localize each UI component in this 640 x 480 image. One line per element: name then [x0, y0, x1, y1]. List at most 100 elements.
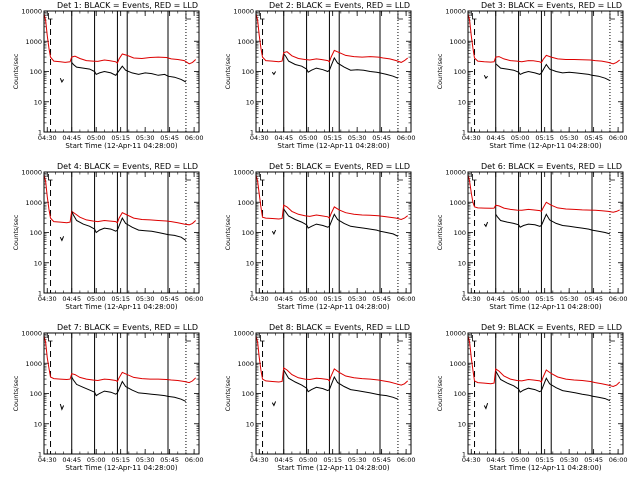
x-tick-label: 04:30 — [38, 134, 57, 142]
plot-frame — [43, 332, 200, 455]
range-bracket-right — [609, 335, 615, 342]
y-tick-label: 10000 — [233, 169, 254, 177]
series-events-early — [59, 236, 65, 242]
x-tick-label: 05:00 — [511, 456, 530, 464]
plot-frame — [43, 10, 200, 133]
plot-frame — [467, 332, 624, 455]
x-tick-label: 05:30 — [136, 134, 155, 142]
panel-title: Det 9: BLACK = Events, RED = LLD — [481, 323, 622, 332]
panel-title: Det 1: BLACK = Events, RED = LLD — [57, 1, 198, 10]
x-axis-label: Start Time (12-Apr-11 04:28:00) — [489, 303, 601, 311]
x-axis-label: Start Time (12-Apr-11 04:28:00) — [65, 464, 177, 472]
x-tick-label: 05:45 — [372, 295, 391, 303]
x-tick-label: 05:15 — [111, 456, 130, 464]
y-tick-label: 1000 — [449, 360, 466, 368]
y-tick-label: 1000 — [237, 360, 254, 368]
x-tick-label: 05:15 — [535, 456, 554, 464]
x-tick-label: 05:15 — [535, 134, 554, 142]
y-tick-label: 100 — [242, 229, 254, 237]
x-tick-label: 06:00 — [609, 456, 628, 464]
x-tick-label: 04:30 — [462, 295, 481, 303]
panel-5: Det 5: BLACK = Events, RED = LLD 1 10 100 10… — [224, 162, 415, 311]
y-axis-label: Counts/sec — [224, 375, 232, 411]
x-axis-label: Start Time (12-Apr-11 04:28:00) — [65, 142, 177, 150]
y-tick-label: 1000 — [449, 38, 466, 46]
y-tick-label: 10 — [34, 98, 42, 106]
y-tick-label: 1000 — [237, 38, 254, 46]
x-tick-label: 05:15 — [323, 456, 342, 464]
y-axis-label: Counts/sec — [224, 214, 232, 250]
x-tick-label: 04:45 — [486, 456, 505, 464]
x-axis-label: Start Time (12-Apr-11 04:28:00) — [277, 142, 389, 150]
y-axis-label: Counts/sec — [436, 53, 444, 89]
y-tick-label: 100 — [454, 229, 466, 237]
series-events-early — [483, 221, 489, 228]
y-tick-label: 100 — [454, 68, 466, 76]
x-tick-label: 05:00 — [299, 134, 318, 142]
x-tick-label: 05:00 — [299, 456, 318, 464]
y-tick-label: 10 — [246, 420, 254, 428]
plot-frame — [467, 171, 624, 294]
y-tick-label: 10000 — [21, 330, 42, 338]
y-tick-label: 10000 — [233, 8, 254, 16]
panel-title: Det 8: BLACK = Events, RED = LLD — [269, 323, 410, 332]
series-events-early — [271, 229, 277, 235]
x-tick-label: 05:15 — [535, 295, 554, 303]
x-tick-label: 05:30 — [560, 134, 579, 142]
x-tick-label: 05:30 — [560, 295, 579, 303]
series-events — [71, 211, 187, 241]
x-tick-label: 04:45 — [62, 134, 81, 142]
panel-4: Det 4: BLACK = Events, RED = LLD 1 10 100 10… — [12, 162, 203, 311]
x-tick-label: 04:45 — [274, 134, 293, 142]
x-tick-label: 05:45 — [160, 295, 179, 303]
y-tick-label: 1000 — [25, 38, 42, 46]
y-tick-label: 100 — [30, 390, 42, 398]
series-events — [283, 369, 399, 400]
y-tick-label: 10000 — [21, 169, 42, 177]
x-tick-label: 05:00 — [511, 295, 530, 303]
x-tick-label: 05:15 — [111, 134, 130, 142]
x-tick-label: 04:30 — [462, 456, 481, 464]
series-events-early — [483, 402, 489, 410]
series-events-early — [271, 71, 277, 76]
panel-title: Det 2: BLACK = Events, RED = LLD — [269, 1, 410, 10]
panel-title: Det 7: BLACK = Events, RED = LLD — [57, 323, 198, 332]
panel-title: Det 6: BLACK = Events, RED = LLD — [481, 162, 622, 171]
x-tick-label: 06:00 — [185, 134, 204, 142]
x-tick-label: 05:30 — [560, 456, 579, 464]
y-tick-label: 10 — [34, 259, 42, 267]
series-events — [283, 53, 399, 79]
series-lld — [255, 335, 409, 386]
series-lld — [43, 13, 197, 65]
x-tick-label: 05:15 — [111, 295, 130, 303]
x-tick-label: 06:00 — [185, 456, 204, 464]
x-tick-label: 06:00 — [609, 295, 628, 303]
panel-title: Det 5: BLACK = Events, RED = LLD — [269, 162, 410, 171]
x-tick-label: 05:15 — [323, 134, 342, 142]
panel-title: Det 3: BLACK = Events, RED = LLD — [481, 1, 622, 10]
y-tick-label: 1000 — [237, 199, 254, 207]
x-tick-label: 04:45 — [486, 134, 505, 142]
x-tick-label: 04:30 — [250, 295, 269, 303]
y-tick-label: 100 — [242, 68, 254, 76]
x-tick-label: 05:30 — [136, 295, 155, 303]
x-tick-label: 05:45 — [160, 134, 179, 142]
x-tick-label: 06:00 — [397, 134, 416, 142]
range-bracket-right — [185, 13, 191, 20]
x-tick-label: 05:45 — [372, 456, 391, 464]
range-bracket-right — [609, 13, 615, 20]
y-tick-label: 1 — [38, 451, 42, 459]
y-tick-label: 1000 — [25, 360, 42, 368]
y-tick-label: 10 — [458, 98, 466, 106]
range-bracket-left — [472, 13, 477, 20]
y-axis-label: Counts/sec — [12, 53, 20, 89]
x-axis-label: Start Time (12-Apr-11 04:28:00) — [489, 142, 601, 150]
y-tick-label: 1 — [462, 451, 466, 459]
series-lld — [467, 13, 621, 65]
x-tick-label: 05:45 — [160, 456, 179, 464]
y-tick-label: 1000 — [449, 199, 466, 207]
series-events — [71, 62, 187, 83]
y-axis-label: Counts/sec — [12, 214, 20, 250]
plot-frame — [43, 171, 200, 294]
